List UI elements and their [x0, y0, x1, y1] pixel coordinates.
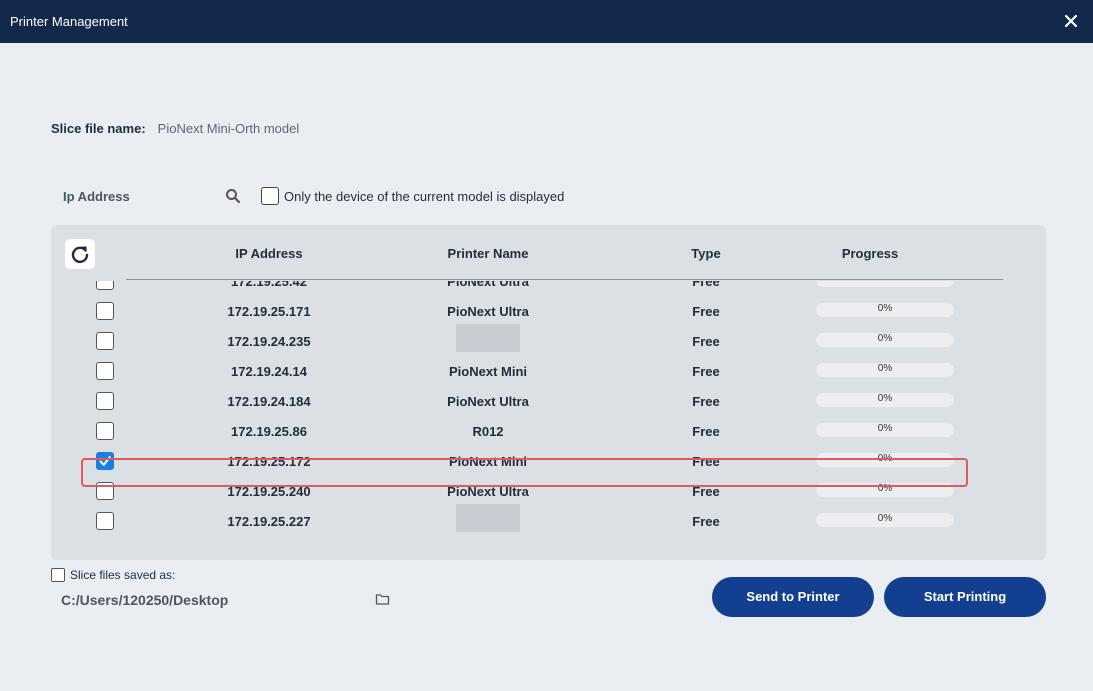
row-checkbox[interactable] — [96, 332, 114, 350]
refresh-button[interactable] — [65, 239, 95, 269]
row-printer-name: PioNext Ultra — [447, 484, 529, 499]
row-ip-address: 172.19.24.14 — [231, 364, 307, 379]
row-checkbox[interactable] — [96, 392, 114, 410]
row-progress-bar: 0% — [816, 483, 954, 497]
row-printer-name: PioNext Ultra — [447, 394, 529, 409]
row-printer-name: R012 — [472, 424, 504, 439]
ip-address-filter-label[interactable]: Ip Address — [63, 189, 130, 204]
row-printer-name: PioNext Mini — [448, 454, 528, 469]
row-type: Free — [692, 334, 720, 349]
row-progress-text: 0% — [877, 513, 893, 524]
row-type: Free — [692, 514, 720, 529]
row-progress-text: 0% — [877, 363, 893, 374]
row-progress-text: 0% — [877, 303, 893, 314]
header-progress: Progress — [841, 246, 899, 261]
row-ip-address: 172.19.25.172 — [227, 454, 311, 469]
refresh-icon — [71, 246, 89, 264]
row-type: Free — [692, 364, 720, 379]
row-progress-bar: 0% — [816, 513, 954, 527]
table-row[interactable]: 172.19.24.184 PioNext Ultra Free 0% — [51, 386, 1046, 416]
folder-icon[interactable] — [375, 592, 390, 606]
row-progress-text: 0% — [816, 281, 954, 285]
header-divider — [126, 279, 1003, 280]
close-icon[interactable] — [1061, 11, 1081, 31]
row-printer-name: PioNext Ultra — [447, 304, 529, 319]
row-ip-address: 172.19.25.171 — [227, 304, 311, 319]
table-row[interactable]: 172.19.25.227 Free 0% — [51, 504, 1046, 536]
start-printing-button[interactable]: Start Printing — [884, 577, 1046, 617]
redacted-printer-name — [456, 324, 520, 352]
row-ip-address: 172.19.25.42 — [231, 281, 307, 289]
row-progress-text: 0% — [877, 333, 893, 344]
save-path: C:/Users/120250/Desktop — [61, 592, 229, 608]
title-bar: Printer Management — [0, 0, 1093, 43]
row-ip-address: 172.19.25.240 — [227, 484, 311, 499]
table-row[interactable]: 172.19.25.42 PioNext Ultra Free 0% — [51, 281, 1046, 296]
row-ip-address: 172.19.24.184 — [227, 394, 311, 409]
row-progress-bar: 0% — [816, 423, 954, 437]
row-progress-bar: 0% — [816, 453, 954, 467]
only-current-model-checkbox[interactable] — [261, 187, 279, 205]
table-row[interactable]: 172.19.25.172 PioNext Mini Free 0% — [51, 446, 1046, 476]
send-to-printer-button[interactable]: Send to Printer — [712, 577, 874, 617]
row-progress-bar: 0% — [816, 393, 954, 407]
table-row[interactable]: 172.19.25.240 PioNext Ultra Free 0% — [51, 476, 1046, 506]
row-type: Free — [692, 454, 720, 469]
header-type: Type — [691, 246, 721, 261]
slice-file-name: PioNext Mini-Orth model — [157, 121, 300, 136]
header-printer-name: Printer Name — [447, 246, 529, 261]
row-checkbox[interactable] — [96, 302, 114, 320]
row-ip-address: 172.19.24.235 — [227, 334, 311, 349]
row-progress-text: 0% — [877, 453, 893, 464]
save-slice-files-checkbox[interactable] — [51, 568, 65, 582]
row-progress-bar: 0% — [816, 303, 954, 317]
table-row[interactable]: 172.19.24.235 Free 0% — [51, 324, 1046, 356]
slice-file-row: Slice file name: PioNext Mini-Orth model — [51, 121, 299, 136]
row-checkbox[interactable] — [96, 482, 114, 500]
row-checkbox[interactable] — [96, 452, 114, 470]
row-type: Free — [692, 424, 720, 439]
search-icon[interactable] — [225, 188, 241, 204]
row-type: Free — [692, 484, 720, 499]
window-title: Printer Management — [10, 14, 128, 29]
row-printer-name: PioNext Ultra — [447, 281, 529, 289]
row-ip-address: 172.19.25.227 — [227, 514, 311, 529]
row-progress-bar: 0% — [816, 363, 954, 377]
row-type: Free — [692, 394, 720, 409]
row-checkbox[interactable] — [96, 512, 114, 530]
table-row[interactable]: 172.19.25.171 PioNext Ultra Free 0% — [51, 296, 1046, 326]
row-type: Free — [692, 304, 720, 319]
row-progress-bar: 0% — [816, 281, 954, 287]
redacted-printer-name — [456, 504, 520, 532]
save-slice-files-label[interactable]: Slice files saved as: — [70, 568, 176, 582]
table-row[interactable]: 172.19.25.86 R012 Free 0% — [51, 416, 1046, 446]
row-checkbox[interactable] — [96, 422, 114, 440]
table-row[interactable]: 172.19.24.14 PioNext Mini Free 0% — [51, 356, 1046, 386]
row-printer-name: PioNext Mini — [448, 364, 528, 379]
check-icon — [99, 456, 111, 466]
only-current-model-label[interactable]: Only the device of the current model is … — [284, 189, 565, 204]
row-checkbox[interactable] — [96, 362, 114, 380]
row-ip-address: 172.19.25.86 — [231, 424, 307, 439]
row-type: Free — [692, 281, 720, 289]
printer-table: IP Address Printer Name Type Progress 17… — [51, 225, 1046, 560]
row-progress-text: 0% — [877, 483, 893, 494]
header-ip-address: IP Address — [235, 246, 303, 261]
row-checkbox[interactable] — [96, 281, 114, 290]
slice-file-label: Slice file name: — [51, 121, 146, 136]
row-progress-text: 0% — [877, 423, 893, 434]
row-progress-text: 0% — [877, 393, 893, 404]
row-progress-bar: 0% — [816, 333, 954, 347]
